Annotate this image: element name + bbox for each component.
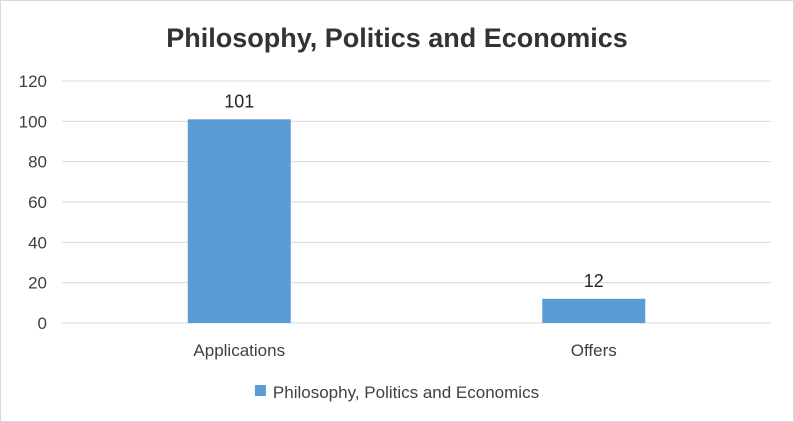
bars bbox=[187, 119, 646, 323]
y-tick-label: 100 bbox=[19, 112, 47, 131]
y-tick-label: 0 bbox=[38, 314, 47, 333]
y-tick-label: 60 bbox=[28, 193, 47, 212]
x-category-label: Offers bbox=[571, 341, 617, 360]
bar bbox=[187, 119, 291, 323]
y-tick-label: 20 bbox=[28, 274, 47, 293]
legend-swatch bbox=[254, 385, 266, 396]
chart-title: Philosophy, Politics and Economics bbox=[166, 23, 628, 53]
legend: Philosophy, Politics and Economics bbox=[254, 383, 539, 402]
bar-value-label: 101 bbox=[224, 91, 254, 111]
x-category-label: Applications bbox=[193, 341, 285, 360]
y-axis-tick-labels: 0 20 40 60 80 100 120 bbox=[19, 72, 47, 333]
gridlines bbox=[62, 80, 771, 324]
bar bbox=[542, 298, 646, 323]
y-tick-label: 80 bbox=[28, 153, 47, 172]
x-axis-category-labels: Applications Offers bbox=[193, 341, 616, 360]
bar-value-label: 12 bbox=[584, 271, 604, 291]
data-labels: 101 12 bbox=[224, 91, 604, 290]
legend-label: Philosophy, Politics and Economics bbox=[273, 383, 539, 402]
y-tick-label: 40 bbox=[28, 233, 47, 252]
y-tick-label: 120 bbox=[19, 72, 47, 91]
